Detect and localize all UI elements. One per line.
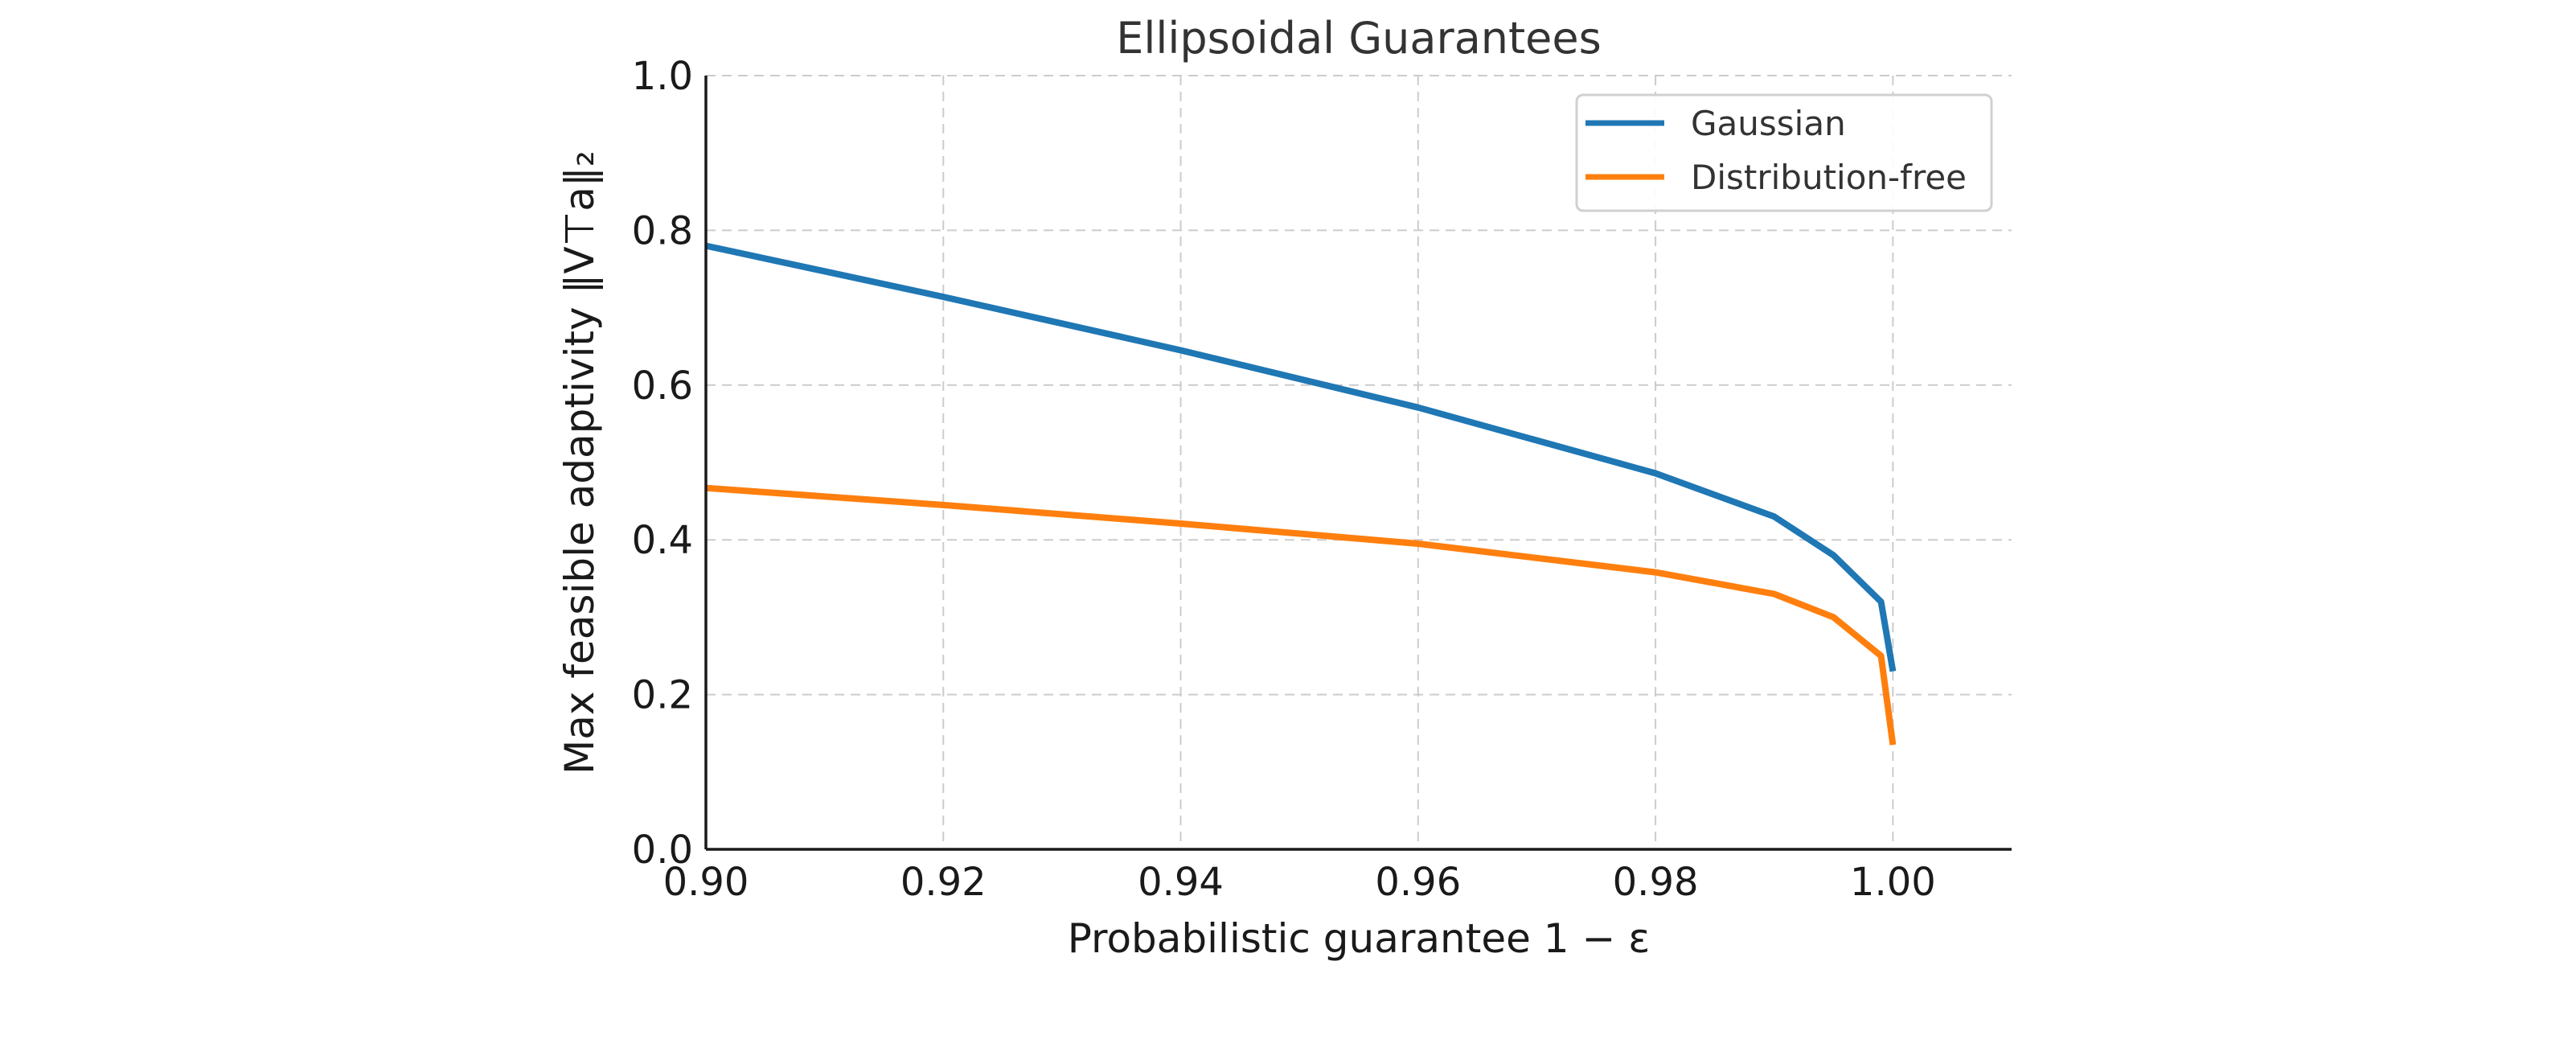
y-tick-label: 0.4 (632, 518, 693, 563)
series-line-gaussian (705, 242, 1897, 672)
x-axis-label: Probabilistic guarantee 1 − ε (1068, 915, 1651, 962)
tick-labels: 0.90 0.92 0.94 0.96 0.98 1.00 0.0 0.2 0.4 0.6 0.8 1… (632, 54, 1936, 905)
y-tick-label: 0.8 (632, 208, 693, 253)
y-tick-label: 0.0 (632, 828, 693, 873)
y-tick-label: 0.6 (632, 364, 693, 409)
x-tick-label: 0.90 (663, 860, 749, 905)
legend-label-distribution-free: Distribution-free (1691, 158, 1967, 197)
y-tick-label: 0.2 (632, 673, 693, 718)
x-tick-label: 1.00 (1850, 860, 1936, 905)
legend: Gaussian Distribution-free (1575, 93, 1993, 212)
series-lines (705, 242, 1897, 746)
series-line-distribution-free (705, 484, 1897, 746)
axes (704, 76, 2012, 851)
x-tick-label: 0.92 (900, 860, 987, 905)
legend-label-gaussian: Gaussian (1691, 104, 1846, 143)
y-axis-label: Max feasible adaptivity ‖V⊤a‖₂ (556, 150, 603, 775)
x-tick-label: 0.94 (1138, 860, 1224, 905)
legend-box (1575, 93, 1993, 212)
chart-title: Ellipsoidal Guarantees (1116, 13, 1602, 64)
x-tick-label: 0.96 (1375, 860, 1461, 905)
x-tick-label: 0.98 (1613, 860, 1699, 905)
y-tick-label: 1.0 (632, 54, 693, 99)
